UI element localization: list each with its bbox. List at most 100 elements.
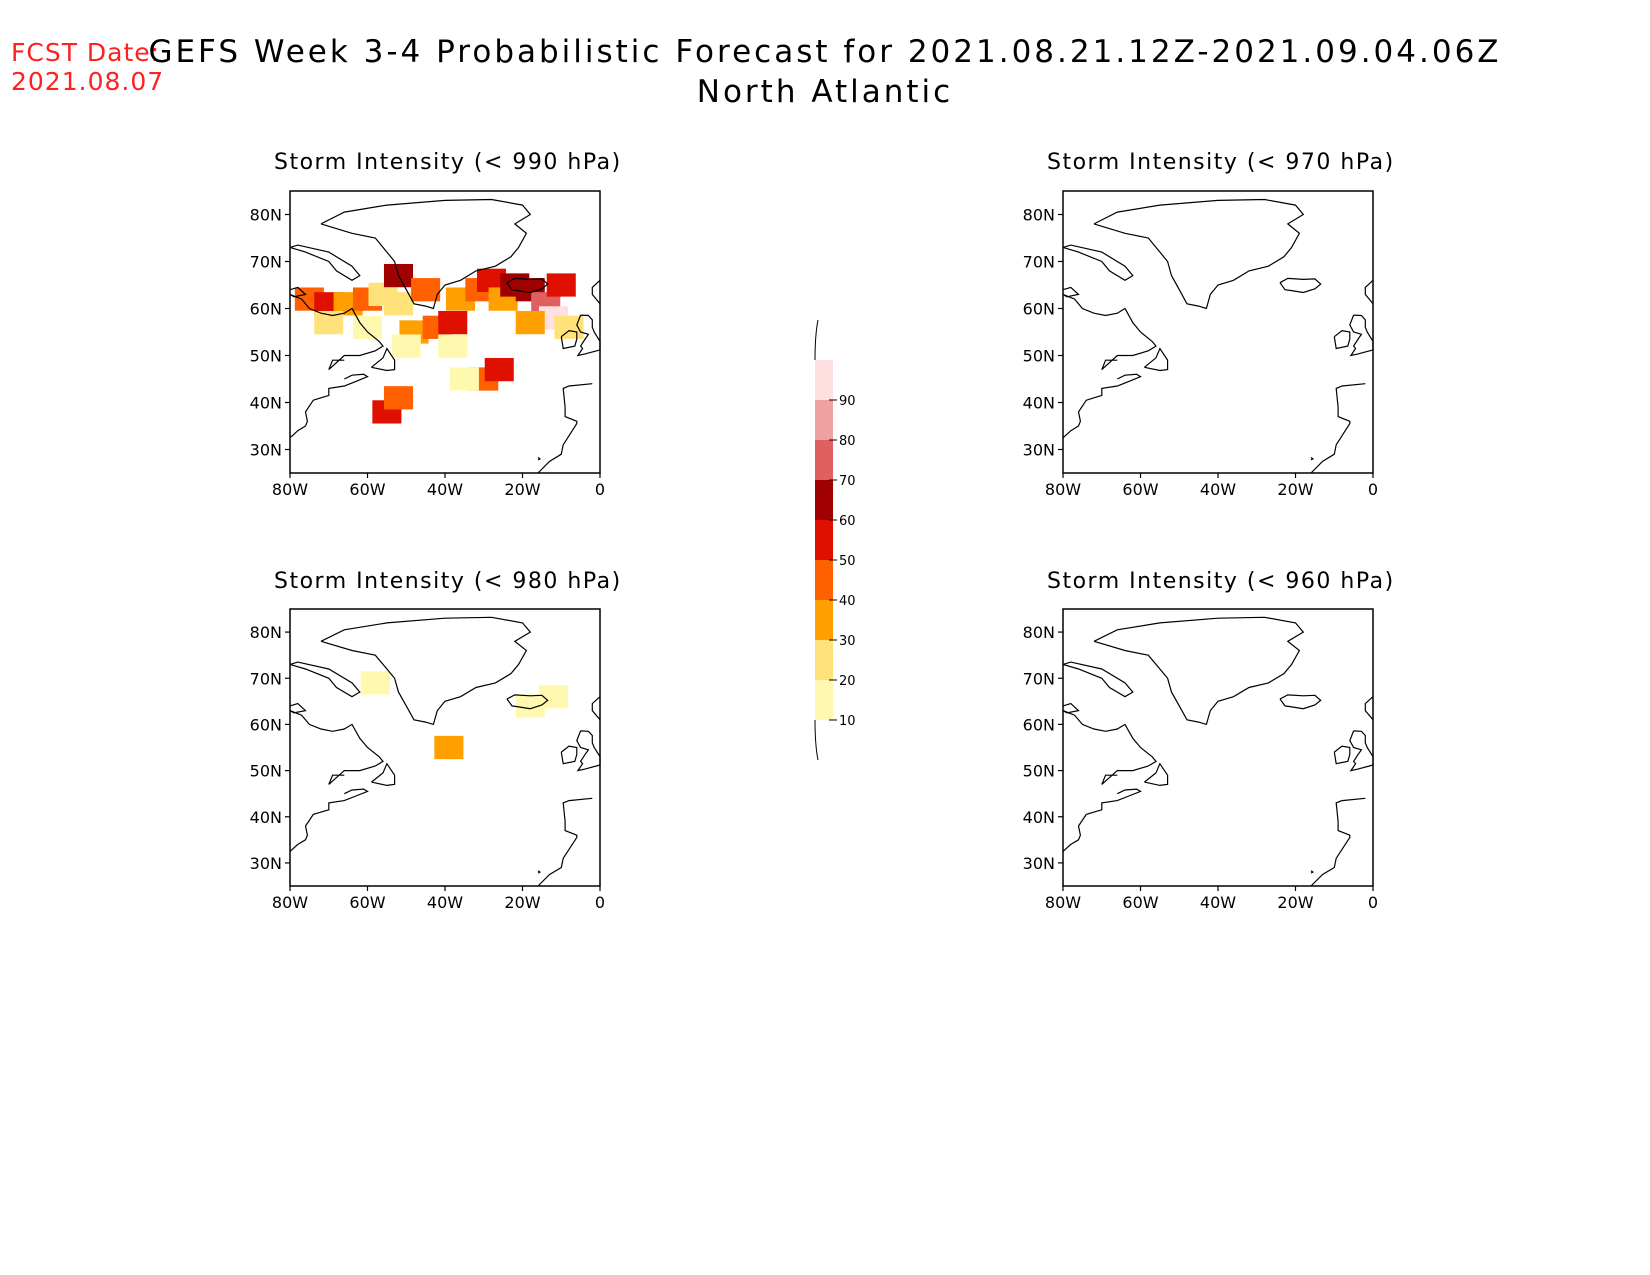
colorbar-label: 40 — [839, 594, 856, 609]
coastline — [560, 329, 578, 350]
coastlines — [289, 198, 601, 474]
coastline — [576, 730, 601, 772]
y-tick-label: 30N — [1023, 854, 1055, 873]
y-tick-label: 40N — [1023, 394, 1055, 413]
coastline — [289, 293, 384, 371]
colorbar-segment — [815, 360, 833, 400]
forecast-date-value: 2021.08.07 — [11, 67, 165, 96]
probability-cell — [314, 310, 344, 335]
x-tick-label: 20W — [504, 480, 540, 499]
x-tick-label: 20W — [1277, 480, 1313, 499]
map-panel-980: 80N 70N 60N 50N 40N 30N 80W 60W 40W 20W 0 — [250, 608, 605, 912]
forecast-date-label: FCST Date: — [11, 38, 161, 67]
y-tick-label: 40N — [1023, 808, 1055, 827]
probability-field — [294, 263, 584, 424]
coastline — [1349, 730, 1374, 772]
coastline — [537, 383, 593, 474]
colorbar-label: 90 — [839, 394, 856, 409]
colorbar-top-cap — [814, 319, 819, 361]
coastline — [591, 696, 601, 721]
coastline — [289, 244, 361, 282]
x-tick-label: 0 — [595, 480, 605, 499]
x-tick-label: 40W — [1200, 480, 1236, 499]
probability-cell — [538, 685, 569, 709]
x-tick-label: 40W — [427, 893, 463, 912]
coastline — [1349, 314, 1374, 357]
coastline — [1333, 329, 1351, 350]
probability-cell — [434, 735, 464, 760]
coastline — [289, 373, 369, 439]
y-tick-label: 70N — [1023, 669, 1055, 688]
coastline — [576, 314, 601, 357]
coastline — [1144, 347, 1169, 372]
probability-cell — [476, 268, 507, 292]
coastline — [1062, 661, 1134, 698]
coastline — [371, 347, 396, 372]
y-tick-label: 50N — [250, 347, 282, 366]
x-tick-label: 40W — [427, 480, 463, 499]
x-tick-label: 80W — [1045, 893, 1081, 912]
coastline — [289, 286, 307, 298]
coastline — [1062, 702, 1080, 714]
forecast-date: FCST Date: 2021.08.07 — [11, 38, 164, 96]
title-line-2: North Atlantic — [696, 74, 954, 110]
probability-field — [360, 671, 569, 760]
y-tick-label: 30N — [1023, 441, 1055, 460]
y-tick-label: 80N — [1023, 206, 1055, 225]
map-panel-990: 80N 70N 60N 50N 40N 30N 80W 60W 40W 20W 0 — [250, 190, 605, 499]
coastline — [1279, 277, 1322, 294]
y-tick-label: 60N — [250, 715, 282, 734]
colorbar-bottom-cap — [814, 719, 819, 761]
x-tick-label: 60W — [349, 893, 385, 912]
probability-cell — [411, 278, 441, 302]
y-tick-label: 80N — [250, 623, 282, 642]
x-tick-label: 60W — [1122, 480, 1158, 499]
y-tick-label: 30N — [250, 441, 282, 460]
y-tick-label: 50N — [1023, 762, 1055, 781]
coastline — [1062, 244, 1134, 282]
coastline — [1279, 694, 1322, 710]
colorbar-label: 60 — [839, 514, 856, 529]
title-line-1: GEFS Week 3-4 Probabilistic Forecast for… — [148, 34, 1502, 70]
x-tick-label: 0 — [1368, 480, 1378, 499]
coastline — [1333, 745, 1351, 765]
x-tick-label: 60W — [349, 480, 385, 499]
y-tick-label: 60N — [1023, 715, 1055, 734]
probability-cell — [352, 315, 383, 339]
x-tick-label: 0 — [595, 893, 605, 912]
x-tick-label: 80W — [1045, 480, 1081, 499]
probability-cell — [546, 273, 576, 297]
coastline — [1364, 696, 1374, 721]
coastline — [1062, 286, 1080, 298]
coastline — [289, 710, 384, 785]
probability-cell — [438, 334, 468, 358]
colorbar-segment — [815, 640, 833, 680]
coastline — [1062, 788, 1142, 852]
coastline — [1062, 710, 1157, 785]
coastline — [320, 616, 532, 726]
panel-title-990: Storm Intensity (< 990 hPa) — [274, 150, 622, 175]
colorbar-segment — [815, 400, 833, 440]
probability-cell — [360, 671, 390, 695]
y-tick-label: 80N — [1023, 623, 1055, 642]
coastline — [1093, 198, 1305, 310]
coastline — [371, 762, 396, 787]
colorbar-label: 50 — [839, 554, 856, 569]
coastline — [537, 457, 542, 461]
coastline — [289, 661, 361, 698]
colorbar-label: 70 — [839, 474, 856, 489]
colorbar-label: 30 — [839, 634, 856, 649]
y-tick-label: 40N — [250, 808, 282, 827]
colorbar-segment — [815, 680, 833, 720]
y-tick-label: 50N — [250, 762, 282, 781]
panel-title-970: Storm Intensity (< 970 hPa) — [1047, 150, 1395, 175]
x-tick-label: 20W — [504, 893, 540, 912]
probability-cell — [515, 310, 545, 335]
coastline — [537, 870, 542, 874]
colorbar-segment — [815, 520, 833, 560]
map-panel-960: 80N 70N 60N 50N 40N 30N 80W 60W 40W 20W 0 — [1023, 608, 1378, 912]
y-tick-label: 50N — [1023, 347, 1055, 366]
colorbar-label: 20 — [839, 674, 856, 689]
map-frame — [1062, 608, 1374, 887]
coastline — [289, 702, 307, 714]
